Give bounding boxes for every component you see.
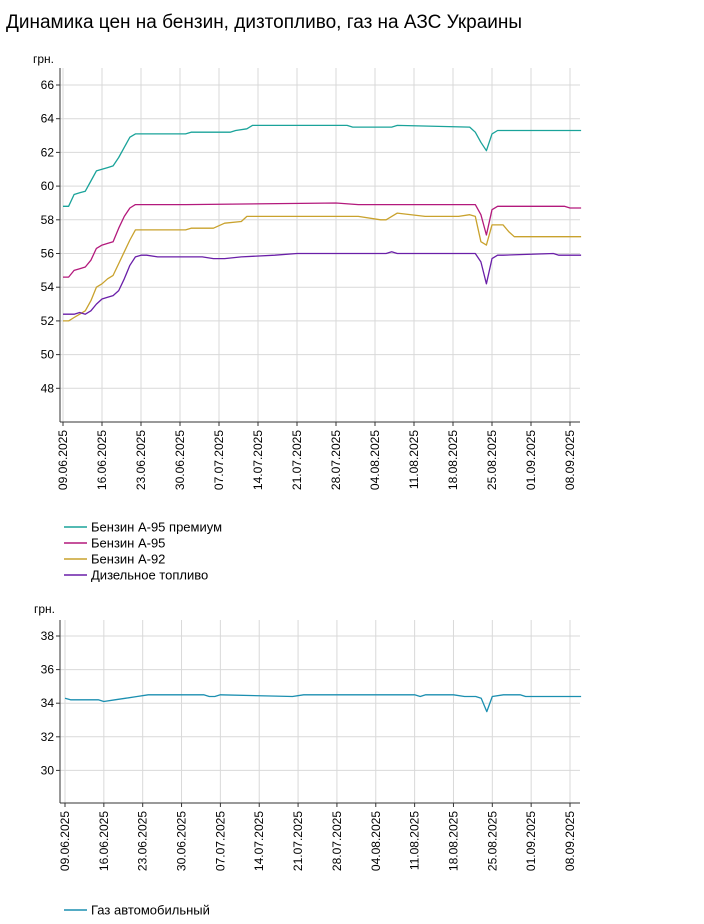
y-tick-label: 64	[41, 112, 55, 126]
x-tick-label: 01.09.2025	[524, 811, 538, 871]
y-axis-label: грн.	[33, 52, 54, 66]
x-tick-label: 30.06.2025	[175, 811, 189, 871]
x-tick-label: 04.08.2025	[369, 811, 383, 871]
x-tick-label: 09.06.2025	[56, 430, 70, 490]
legend-item: Дизельное топливо	[64, 568, 208, 583]
x-tick-label: 18.08.2025	[446, 430, 460, 490]
y-tick-label: 56	[41, 247, 55, 261]
x-tick-label: 28.07.2025	[330, 811, 344, 871]
x-tick-label: 04.08.2025	[368, 430, 382, 490]
x-tick-label: 30.06.2025	[173, 430, 187, 490]
x-tick-label: 16.06.2025	[97, 811, 111, 871]
y-tick-label: 66	[41, 78, 55, 92]
gas-price-chart: 30 32 34 36 38 09.06.2025 16.06.2025 23.06.2025…	[34, 602, 582, 918]
fuel-price-chart: 48 50 52 54 56 58 60 62 64 66 09.06.2025 16.06.2025…	[33, 52, 582, 583]
series-line-1	[63, 124, 582, 207]
y-tick-label: 38	[41, 629, 55, 643]
y-tick-label: 60	[41, 179, 55, 193]
y-tick-label: 62	[41, 145, 55, 159]
x-tick-label: 28.07.2025	[329, 430, 343, 490]
y-axis-label: грн.	[34, 602, 55, 616]
x-tick-label: 07.07.2025	[213, 811, 227, 871]
x-tick-label: 07.07.2025	[212, 430, 226, 490]
x-tick-label: 14.07.2025	[252, 811, 266, 871]
series-line-2	[63, 202, 582, 278]
x-tick-label: 08.09.2025	[563, 430, 577, 490]
legend-label: Бензин А-92	[91, 552, 165, 567]
x-tick-label: 21.07.2025	[290, 430, 304, 490]
legend-item: Бензин А-92	[64, 552, 165, 567]
y-tick-label: 52	[41, 314, 55, 328]
y-tick-label: 58	[41, 213, 55, 227]
x-tick-label: 21.07.2025	[291, 811, 305, 871]
x-tick-label: 18.08.2025	[446, 811, 460, 871]
x-tick-label: 14.07.2025	[251, 430, 265, 490]
x-tick-label: 08.09.2025	[563, 811, 577, 871]
y-tick-label: 32	[41, 730, 55, 744]
x-tick-label: 23.06.2025	[134, 430, 148, 490]
x-tick-label: 09.06.2025	[58, 811, 72, 871]
legend-label: Бензин А-95 премиум	[91, 520, 222, 535]
y-tick-label: 30	[41, 763, 55, 777]
y-tick-label: 48	[41, 381, 55, 395]
x-tick-label: 11.08.2025	[407, 430, 421, 489]
x-tick-label: 23.06.2025	[136, 811, 150, 871]
legend-label: Дизельное топливо	[91, 568, 208, 583]
legend-item: Бензин А-95	[64, 536, 165, 551]
y-tick-label: 54	[41, 280, 55, 294]
x-tick-label: 25.08.2025	[485, 430, 499, 490]
x-tick-label: 01.09.2025	[524, 430, 538, 490]
legend-item: Газ автомобильный	[64, 903, 210, 918]
series-line-1	[64, 694, 582, 713]
y-tick-label: 36	[41, 663, 55, 677]
x-tick-label: 25.08.2025	[485, 811, 499, 871]
legend-label: Бензин А-95	[91, 536, 165, 551]
legend-label: Газ автомобильный	[91, 903, 210, 918]
y-tick-label: 50	[41, 348, 55, 362]
page-title: Динамика цен на бензин, дизтопливо, газ …	[6, 12, 523, 33]
y-tick-label: 34	[41, 696, 55, 710]
series-line-3	[63, 212, 582, 322]
legend-item: Бензин А-95 премиум	[64, 520, 222, 535]
x-tick-label: 16.06.2025	[95, 430, 109, 490]
series-line-4	[63, 251, 582, 315]
x-tick-label: 11.08.2025	[408, 811, 422, 870]
